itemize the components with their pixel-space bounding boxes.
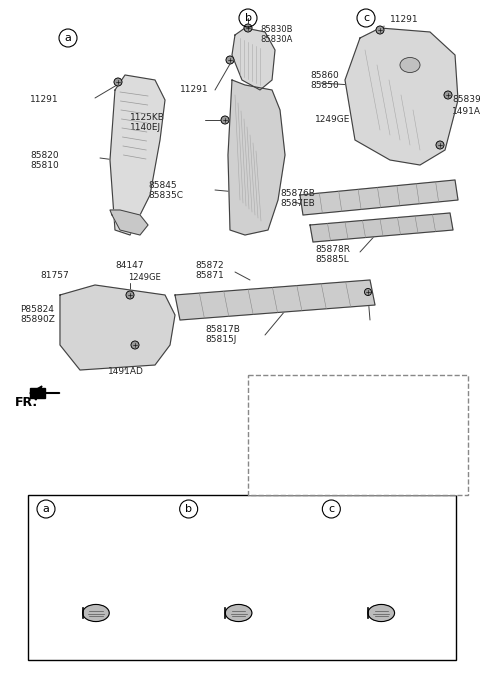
Polygon shape: [110, 75, 165, 235]
Ellipse shape: [368, 605, 395, 621]
Text: 85848R: 85848R: [353, 556, 391, 566]
Text: 85815R: 85815R: [68, 556, 106, 566]
Ellipse shape: [400, 58, 420, 72]
Text: 1249GE: 1249GE: [128, 273, 161, 282]
Text: 84147: 84147: [115, 261, 144, 269]
Text: 85839: 85839: [452, 95, 480, 104]
Text: P85824: P85824: [20, 305, 54, 315]
Text: 1125KB: 1125KB: [130, 112, 165, 121]
Text: 85820: 85820: [30, 150, 59, 160]
Text: 97269H: 97269H: [211, 556, 249, 566]
Circle shape: [126, 291, 134, 299]
Text: 85876B: 85876B: [280, 188, 315, 198]
Text: 81757: 81757: [40, 271, 69, 280]
Text: 11291: 11291: [180, 85, 209, 95]
Text: b: b: [244, 13, 252, 23]
Text: 85835C: 85835C: [148, 190, 183, 200]
Text: b: b: [185, 504, 192, 514]
Text: 8587EB: 8587EB: [280, 198, 315, 207]
Text: FR.: FR.: [15, 395, 38, 408]
Bar: [248, 375, 468, 495]
Circle shape: [444, 91, 452, 99]
Polygon shape: [232, 28, 275, 90]
Text: 85872: 85872: [195, 261, 224, 269]
Polygon shape: [345, 28, 458, 165]
Ellipse shape: [83, 605, 109, 621]
Text: 85845: 85845: [148, 181, 177, 190]
Text: 1249GE: 1249GE: [315, 116, 350, 125]
Text: a: a: [43, 504, 49, 514]
Text: 85860: 85860: [310, 70, 339, 79]
Text: 11291: 11291: [390, 16, 419, 24]
Text: 85895F: 85895F: [363, 401, 397, 410]
Polygon shape: [310, 213, 453, 242]
Circle shape: [226, 56, 234, 64]
Text: 85830A: 85830A: [260, 35, 292, 45]
Text: 85817B: 85817B: [205, 326, 240, 334]
Text: 85871: 85871: [195, 271, 224, 280]
Text: 85830B: 85830B: [260, 26, 292, 35]
Polygon shape: [30, 386, 42, 400]
Text: 85890F: 85890F: [363, 410, 397, 420]
Polygon shape: [300, 180, 458, 215]
Circle shape: [376, 26, 384, 34]
Polygon shape: [110, 210, 148, 235]
Polygon shape: [60, 285, 175, 370]
Circle shape: [436, 141, 444, 149]
Text: 11291: 11291: [30, 95, 59, 104]
Circle shape: [364, 288, 372, 295]
Text: 1491AD: 1491AD: [108, 368, 144, 376]
Circle shape: [221, 116, 229, 124]
Text: 1491AD: 1491AD: [452, 108, 480, 116]
Text: 85815L: 85815L: [68, 568, 104, 578]
Text: 85810: 85810: [30, 160, 59, 169]
Circle shape: [131, 341, 139, 349]
Polygon shape: [30, 388, 45, 398]
Polygon shape: [265, 424, 362, 475]
Text: 85878R: 85878R: [315, 246, 350, 255]
Text: 1140EJ: 1140EJ: [130, 123, 161, 133]
Circle shape: [244, 24, 252, 32]
Text: c: c: [328, 504, 335, 514]
Text: c: c: [363, 13, 369, 23]
Ellipse shape: [225, 605, 252, 621]
Text: 85885L: 85885L: [315, 255, 349, 265]
Text: 85890Z: 85890Z: [20, 315, 55, 324]
Bar: [28, 495, 456, 660]
Circle shape: [114, 78, 122, 86]
Text: 85815J: 85815J: [258, 435, 289, 445]
Text: a: a: [65, 33, 72, 43]
Text: 85850: 85850: [310, 81, 339, 89]
Text: 85817B: 85817B: [258, 426, 293, 435]
Polygon shape: [228, 80, 285, 235]
Text: (W/DR SCUFF-SUS W/ETCHING): (W/DR SCUFF-SUS W/ETCHING): [252, 380, 392, 389]
Text: 85832: 85832: [353, 568, 384, 578]
Polygon shape: [368, 395, 447, 433]
Text: 85815J: 85815J: [205, 336, 236, 345]
Polygon shape: [175, 280, 375, 320]
